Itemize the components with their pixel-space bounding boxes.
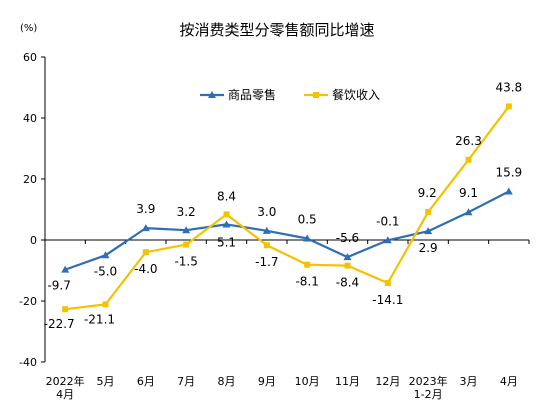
series-line: [64, 190, 510, 271]
x-tick-label: 4月: [500, 375, 518, 388]
legend-marker: [208, 91, 216, 98]
data-label: 5.1: [217, 235, 236, 249]
data-point: [384, 280, 391, 287]
data-point: [262, 226, 271, 234]
data-point: [142, 249, 149, 256]
data-label: 26.3: [455, 134, 482, 148]
data-label: -8.1: [295, 275, 318, 289]
data-label: 8.4: [217, 189, 236, 203]
data-point: [222, 220, 231, 228]
data-point: [464, 208, 473, 216]
x-tick-label: 5月: [97, 375, 115, 388]
legend-marker: [313, 92, 319, 98]
data-point: [304, 261, 311, 268]
x-tick-label: 3月: [460, 375, 478, 388]
data-point: [263, 242, 270, 249]
y-unit-label: (%): [20, 23, 37, 34]
data-label: -9.7: [47, 279, 70, 293]
x-tick-label: 11月: [335, 375, 360, 388]
data-label: 3.9: [136, 202, 155, 216]
data-label: -1.7: [255, 255, 278, 269]
data-point: [101, 251, 110, 259]
data-label: -4.0: [134, 262, 157, 276]
data-point: [183, 241, 190, 248]
legend-label: 餐饮收入: [332, 87, 380, 102]
data-label: 15.9: [495, 166, 522, 180]
data-point: [223, 211, 230, 218]
x-tick-label: 6月: [137, 375, 155, 388]
data-point: [344, 262, 351, 269]
legend: 商品零售 餐饮收入: [200, 87, 380, 102]
y-tick-label: 20: [23, 173, 37, 186]
data-point: [102, 301, 109, 308]
x-tick-label: 9月: [258, 375, 276, 388]
y-tick-label: 40: [23, 112, 37, 125]
y-tick-label: 0: [30, 234, 37, 247]
x-tick-label: 12月: [375, 375, 400, 388]
data-point: [383, 236, 392, 244]
y-tick-label: 60: [23, 51, 37, 64]
data-label: -22.7: [44, 317, 75, 331]
data-label: 3.2: [177, 205, 196, 219]
y-tick-label: -20: [19, 295, 37, 308]
x-tick-label: 7月: [177, 375, 195, 388]
x-tick-label: 2022年 4月: [46, 374, 85, 401]
data-label: 9.1: [459, 186, 478, 200]
data-label: 9.2: [418, 186, 437, 200]
data-point: [343, 253, 352, 261]
data-label: 0.5: [298, 212, 317, 226]
data-point: [141, 224, 150, 232]
data-label: -0.1: [376, 214, 399, 228]
data-label: 43.8: [495, 80, 522, 94]
x-tick-label: 8月: [218, 375, 236, 388]
series-layer: [61, 103, 513, 313]
x-tick-label: 10月: [295, 375, 320, 388]
data-point: [303, 234, 312, 242]
legend-item-2: 餐饮收入: [304, 87, 380, 102]
data-labels: -9.7 -5.0 3.9 3.2 5.1 3.0 0.5 -5.6 -0.1 2.9 9.1 15.…: [44, 80, 523, 331]
data-point: [61, 265, 70, 273]
x-tick-label: 2023年 1-2月: [409, 374, 448, 401]
series-2: [62, 103, 512, 313]
data-label: -5.0: [94, 264, 117, 278]
data-label: 2.9: [419, 241, 438, 255]
data-label: 3.0: [257, 205, 276, 219]
series-line: [65, 105, 510, 311]
axes: -40 -20 0 20 40 60 2022年 4月 5月 6月 7月 8月 9月 10月 11月 12月 2…: [19, 51, 530, 401]
chart-title: 按消费类型分零售额同比增速: [179, 21, 374, 39]
series-1: [61, 187, 513, 273]
data-point: [465, 156, 472, 163]
data-point: [505, 103, 512, 110]
data-point: [504, 187, 513, 195]
data-label: -5.6: [336, 231, 359, 245]
y-tick-label: -40: [19, 356, 37, 369]
data-label: -21.1: [84, 312, 115, 326]
legend-item-1: 商品零售: [200, 87, 276, 102]
data-point: [424, 227, 433, 235]
data-label: -14.1: [372, 293, 403, 307]
data-point: [62, 306, 69, 313]
legend-label: 商品零售: [228, 87, 276, 102]
data-point: [182, 226, 191, 234]
data-label: -1.5: [174, 255, 197, 269]
data-point: [425, 208, 432, 215]
data-label: -8.4: [336, 276, 359, 290]
